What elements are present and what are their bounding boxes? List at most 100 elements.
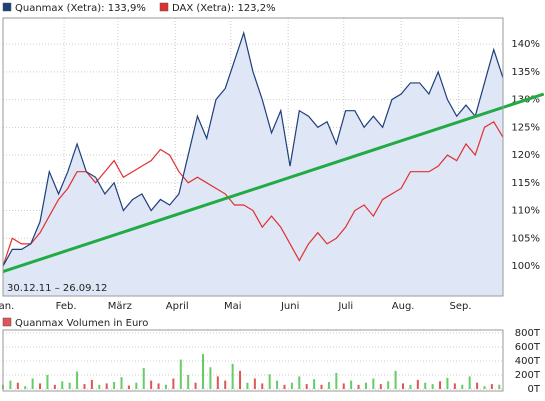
bar [276, 380, 279, 389]
bar [61, 381, 64, 389]
bar [476, 382, 479, 389]
bar [335, 372, 338, 389]
bar [461, 384, 464, 389]
bar [113, 382, 116, 389]
bar [424, 382, 427, 389]
bar [24, 386, 27, 389]
bar [98, 384, 101, 389]
bar [290, 382, 293, 389]
y-tick-label: 600T [515, 342, 541, 353]
bar [453, 383, 456, 389]
legend-swatch [2, 2, 12, 12]
bar [342, 383, 345, 389]
bar [320, 384, 323, 389]
bar [39, 383, 42, 389]
plot-border [2, 329, 504, 392]
bar [327, 382, 330, 389]
bar [120, 377, 123, 389]
bar [194, 382, 197, 389]
bar [305, 384, 308, 389]
x-tick-label: Juli [337, 301, 353, 312]
bar [209, 367, 212, 389]
bar [127, 385, 130, 389]
bar [313, 379, 316, 389]
y-tick-label: 100% [511, 261, 540, 272]
bar [157, 383, 160, 389]
bar [431, 384, 434, 389]
bar [53, 384, 56, 389]
bar [490, 384, 493, 389]
legend-swatch [159, 2, 169, 12]
y-tick-label: 140% [511, 39, 540, 50]
y-tick-label: 400T [515, 356, 541, 367]
bar [357, 384, 360, 389]
y-tick-label: 135% [511, 67, 540, 78]
bar [350, 380, 353, 389]
bar [439, 381, 442, 389]
bar [468, 376, 471, 389]
chart-title: Quanmax Volumen in Euro [15, 318, 148, 329]
x-tick-label: März [108, 301, 132, 312]
y-tick-label: 125% [511, 122, 540, 133]
bar [216, 376, 219, 389]
y-tick-label: 110% [511, 206, 540, 217]
bar [231, 363, 234, 389]
bar [16, 382, 19, 389]
bar [402, 383, 404, 389]
x-tick-label: Aug. [392, 301, 415, 312]
legend-label: DAX (Xetra): 123,2% [172, 3, 276, 14]
bar [224, 380, 227, 389]
bar [246, 382, 249, 389]
y-tick-label: 0T [528, 384, 541, 395]
x-tick-label: April [166, 301, 189, 312]
bar [202, 354, 204, 389]
bar [268, 374, 271, 389]
x-tick-label: Mai [224, 301, 242, 312]
x-tick-label: Feb. [56, 301, 77, 312]
bar [135, 382, 138, 389]
bar [105, 383, 108, 389]
bar [409, 384, 412, 389]
bar [187, 375, 190, 389]
plot-border [2, 17, 504, 297]
bar [298, 376, 301, 389]
bar [498, 384, 501, 389]
legend-label: Quanmax (Xetra): 133,9% [15, 3, 146, 14]
bar [46, 375, 49, 389]
bar [179, 359, 182, 389]
bar [31, 378, 34, 389]
y-tick-label: 800T [515, 328, 541, 339]
legend-swatch [2, 317, 12, 327]
bar [142, 368, 145, 389]
bar [90, 379, 93, 389]
y-tick-label: 200T [515, 370, 541, 381]
bar [172, 378, 175, 389]
bar [239, 370, 242, 389]
bar [261, 383, 264, 389]
bar [483, 386, 486, 389]
bar [379, 384, 382, 389]
bar [372, 378, 375, 389]
bar [283, 384, 286, 389]
bar [387, 381, 390, 389]
y-tick-label: 115% [511, 178, 540, 189]
bar [76, 371, 79, 389]
bar [364, 382, 367, 389]
bar [164, 384, 167, 389]
bar [253, 378, 256, 389]
date-range: 30.12.11 – 26.09.12 [7, 283, 107, 294]
trendline [2, 92, 545, 274]
bar [150, 380, 153, 389]
y-tick-label: 105% [511, 233, 540, 244]
bar [9, 380, 12, 389]
bar [446, 377, 449, 389]
bar [416, 379, 419, 389]
x-tick-label: Sep. [450, 301, 472, 312]
y-tick-label: 120% [511, 150, 540, 161]
bar [83, 384, 86, 389]
line [2, 30, 504, 267]
bar [68, 382, 71, 389]
x-tick-label: Jan. [0, 301, 14, 312]
x-tick-label: Juni [280, 301, 299, 312]
